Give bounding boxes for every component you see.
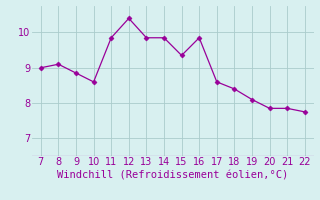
X-axis label: Windchill (Refroidissement éolien,°C): Windchill (Refroidissement éolien,°C) <box>57 170 288 180</box>
